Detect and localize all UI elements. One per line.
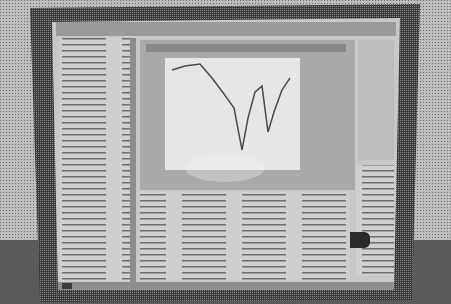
- title-bar: [56, 22, 396, 36]
- right-lower-panel: [356, 165, 394, 275]
- right-panel: [358, 40, 394, 160]
- console-text: [140, 192, 350, 280]
- plot-area: [165, 58, 300, 170]
- left-panel: [60, 38, 130, 283]
- plot-window-toolbar: [146, 44, 346, 52]
- page: [0, 0, 451, 304]
- glare: [185, 154, 265, 182]
- photo: [0, 0, 451, 304]
- start-button: [62, 283, 72, 289]
- left-scrollbar: [130, 38, 136, 283]
- taskbar: [58, 282, 394, 290]
